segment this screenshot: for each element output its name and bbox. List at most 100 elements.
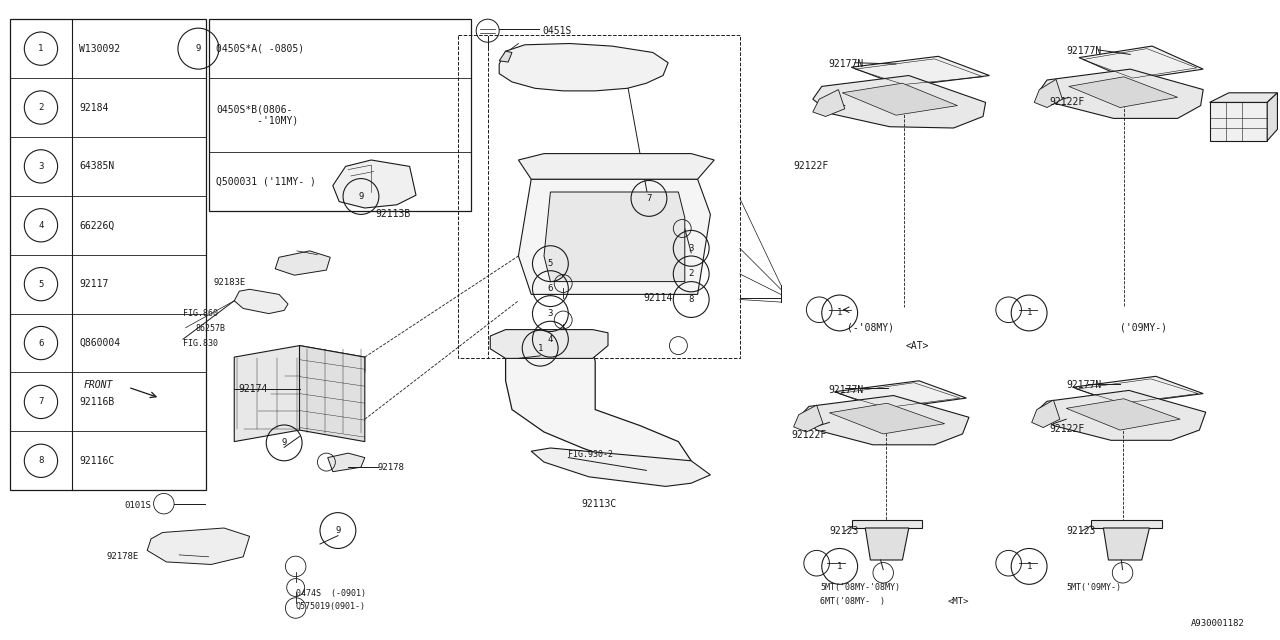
Text: 92113C: 92113C (581, 499, 617, 509)
Text: 9: 9 (358, 192, 364, 201)
Polygon shape (1079, 46, 1203, 80)
Text: 0450S*B(0806-
       -'10MY): 0450S*B(0806- -'10MY) (216, 104, 298, 125)
Text: 2: 2 (38, 103, 44, 112)
Polygon shape (794, 405, 823, 432)
Text: 92122F: 92122F (1050, 424, 1085, 434)
Text: 92123: 92123 (829, 526, 859, 536)
Text: 0451S: 0451S (543, 26, 572, 36)
Polygon shape (1103, 528, 1149, 560)
Polygon shape (300, 346, 365, 372)
Text: 92174: 92174 (238, 384, 268, 394)
Text: 92177N: 92177N (1066, 380, 1102, 390)
Text: FIG.930-2: FIG.930-2 (568, 450, 613, 459)
Text: 0450S*A( -0805): 0450S*A( -0805) (216, 44, 305, 54)
Polygon shape (1073, 376, 1203, 404)
Text: <AT>: <AT> (906, 340, 929, 351)
Polygon shape (813, 76, 986, 128)
Text: 92123: 92123 (1066, 526, 1096, 536)
Polygon shape (275, 251, 330, 275)
Text: 1: 1 (1027, 562, 1032, 571)
Text: 4: 4 (38, 221, 44, 230)
Text: 6: 6 (38, 339, 44, 348)
Text: 86257B: 86257B (196, 324, 225, 333)
Text: 92177N: 92177N (828, 59, 864, 69)
Polygon shape (842, 83, 957, 115)
Polygon shape (1032, 400, 1060, 428)
Polygon shape (147, 528, 250, 564)
Polygon shape (518, 179, 710, 294)
Text: 5MT('08MY-'08MY): 5MT('08MY-'08MY) (820, 583, 901, 592)
Text: 0474S  (-0901): 0474S (-0901) (296, 589, 366, 598)
Polygon shape (1066, 399, 1180, 430)
Text: 8: 8 (38, 456, 44, 465)
Text: 66226Q: 66226Q (79, 220, 115, 230)
Text: 64385N: 64385N (79, 161, 115, 172)
Text: 92184: 92184 (79, 102, 109, 113)
Polygon shape (328, 453, 365, 472)
Polygon shape (851, 56, 989, 86)
Polygon shape (300, 346, 365, 442)
Text: ('09MY-): ('09MY-) (1120, 323, 1166, 333)
Text: 92122F: 92122F (794, 161, 829, 172)
Polygon shape (544, 192, 685, 282)
Polygon shape (506, 351, 691, 468)
Text: 92183E: 92183E (214, 278, 246, 287)
Text: (-'08MY): (-'08MY) (847, 323, 893, 333)
Text: 8: 8 (689, 295, 694, 304)
Text: 1: 1 (837, 562, 842, 571)
Polygon shape (865, 528, 909, 560)
Text: 9: 9 (282, 438, 287, 447)
Polygon shape (234, 289, 288, 314)
Text: 6: 6 (548, 284, 553, 293)
Polygon shape (829, 403, 945, 434)
Text: A930001182: A930001182 (1190, 620, 1244, 628)
Text: Q500031 ('11MY- ): Q500031 ('11MY- ) (216, 176, 316, 186)
Text: 7: 7 (646, 194, 652, 203)
Text: 1: 1 (38, 44, 44, 53)
Polygon shape (1210, 102, 1267, 141)
Polygon shape (1210, 93, 1277, 102)
Polygon shape (234, 346, 300, 442)
Text: 92177N: 92177N (1066, 46, 1102, 56)
Text: 5: 5 (548, 259, 553, 268)
Polygon shape (333, 160, 416, 208)
Text: 1: 1 (1027, 308, 1032, 317)
Text: 0101S: 0101S (124, 501, 151, 510)
Text: <MT>: <MT> (947, 597, 969, 606)
Text: 92113B: 92113B (375, 209, 411, 220)
Text: 5: 5 (38, 280, 44, 289)
Polygon shape (1037, 390, 1206, 440)
Text: 92117: 92117 (79, 279, 109, 289)
Polygon shape (499, 51, 512, 62)
Text: W130092: W130092 (79, 44, 120, 54)
Text: 92114: 92114 (644, 292, 673, 303)
Polygon shape (531, 448, 710, 486)
Text: 9: 9 (196, 44, 201, 53)
Text: FRONT: FRONT (83, 380, 113, 390)
Polygon shape (518, 154, 714, 179)
Text: 92122F: 92122F (791, 430, 827, 440)
Text: 7: 7 (38, 397, 44, 406)
Polygon shape (800, 396, 969, 445)
Text: 92116C: 92116C (79, 456, 115, 466)
Polygon shape (1069, 77, 1178, 108)
Text: 2: 2 (689, 269, 694, 278)
Text: 3: 3 (38, 162, 44, 171)
Polygon shape (1091, 520, 1162, 528)
Polygon shape (1034, 79, 1062, 108)
Text: FIG.860: FIG.860 (183, 309, 218, 318)
Polygon shape (813, 90, 845, 116)
Polygon shape (490, 330, 608, 358)
Text: 92122F: 92122F (1050, 97, 1085, 108)
Polygon shape (1267, 93, 1277, 141)
Text: 5MT('09MY-): 5MT('09MY-) (1066, 583, 1121, 592)
Text: 3: 3 (689, 244, 694, 253)
Polygon shape (1039, 69, 1203, 118)
Text: 9: 9 (335, 526, 340, 535)
Polygon shape (852, 520, 922, 528)
Text: Q860004: Q860004 (79, 338, 120, 348)
Text: 1: 1 (837, 308, 842, 317)
Text: 92178: 92178 (378, 463, 404, 472)
Text: 1: 1 (538, 344, 543, 353)
Text: FIG.830: FIG.830 (183, 339, 218, 348)
